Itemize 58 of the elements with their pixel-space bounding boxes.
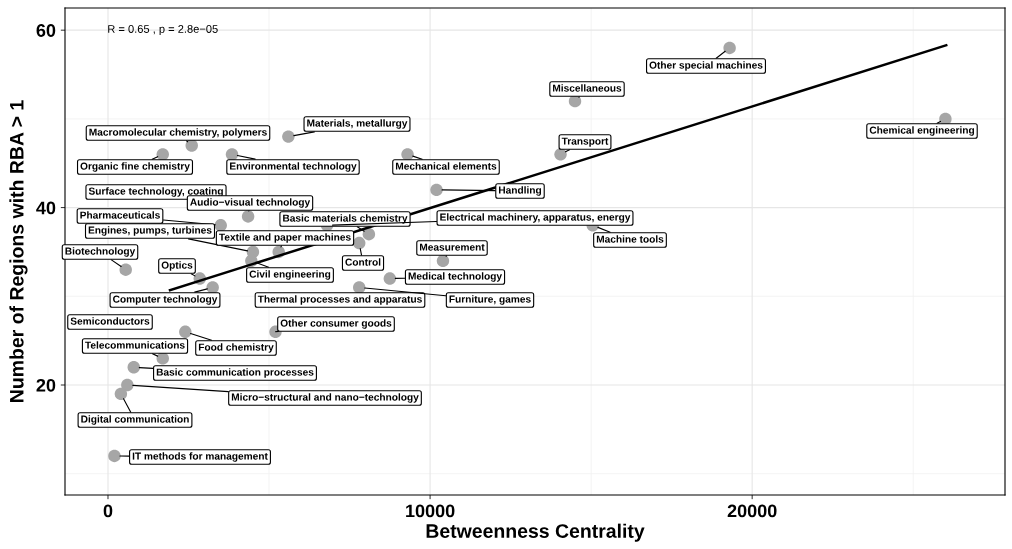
- point: [362, 227, 376, 241]
- data-label: Materials, metallurgy: [307, 119, 408, 129]
- data-label: Organic fine chemistry: [80, 162, 190, 172]
- annotation: R = 0.65 , p = 2.8e−05: [108, 25, 218, 36]
- data-label: Macromolecular chemistry, polymers: [89, 128, 267, 138]
- data-label: Chemical engineering: [869, 126, 974, 136]
- x-tick-label: 20000: [727, 504, 777, 518]
- point: [282, 130, 295, 143]
- data-label: Pharmaceuticals: [80, 211, 160, 219]
- point: [430, 183, 443, 197]
- point: [108, 449, 121, 463]
- point: [119, 263, 132, 276]
- data-label: Other consumer goods: [280, 319, 392, 329]
- data-label: Medical technology: [408, 272, 502, 282]
- point: [114, 387, 128, 401]
- point: [723, 41, 736, 55]
- point: [436, 254, 450, 268]
- y-tick-label: 60: [36, 24, 56, 37]
- data-label: Electrical machinery, apparatus, energy: [440, 213, 631, 223]
- data-label: Civil engineering: [249, 270, 331, 280]
- data-label: IT methods for management: [132, 452, 268, 462]
- data-label: Digital communication: [81, 415, 189, 425]
- y-tick-label: 40: [36, 201, 56, 215]
- data-label: Audio−visual technology: [190, 198, 311, 208]
- data-label: Mechanical elements: [395, 162, 497, 170]
- data-label: Optics: [161, 261, 193, 271]
- data-label: Basic materials chemistry: [283, 214, 408, 224]
- point: [121, 378, 134, 392]
- point: [353, 236, 366, 250]
- data-label: Control: [345, 258, 381, 266]
- y-axis-title: Number of Regions with RBA > 1: [9, 100, 28, 402]
- data-label: Biotechnology: [65, 247, 136, 257]
- data-label: Engines, pumps, turbines: [88, 226, 212, 236]
- data-label: Computer technology: [113, 295, 218, 305]
- data-label: Machine tools: [596, 235, 664, 243]
- data-label: Basic communication processes: [156, 368, 314, 378]
- x-axis-title: Betweenness Centrality: [426, 523, 645, 542]
- x-tick-label: 0: [103, 504, 113, 518]
- point: [179, 325, 192, 338]
- y-tick-label: 20: [36, 378, 56, 392]
- text: Thermal processes and apparatus: [257, 295, 422, 305]
- data-label: Handling: [499, 186, 542, 196]
- x-tick-label: 10000: [406, 504, 455, 518]
- data-label: Other special machines: [649, 61, 763, 71]
- data-label: Food chemistry: [198, 343, 274, 353]
- data-label: Textile and paper machines: [219, 233, 351, 243]
- point: [241, 210, 255, 223]
- data-label: Measurement: [420, 243, 485, 251]
- text: Surface technology, coating: [88, 187, 223, 197]
- point: [383, 272, 397, 285]
- data-label: Micro−structural and nano−technology: [231, 393, 419, 403]
- data-label: Transport: [561, 137, 609, 147]
- data-label: Furniture, games: [449, 295, 531, 305]
- data-label: Environmental technology: [230, 162, 357, 172]
- data-label: Miscellaneous: [553, 84, 622, 92]
- point: [127, 361, 140, 374]
- data-label: Telecommunications: [85, 341, 185, 349]
- text: Semiconductors: [70, 317, 150, 325]
